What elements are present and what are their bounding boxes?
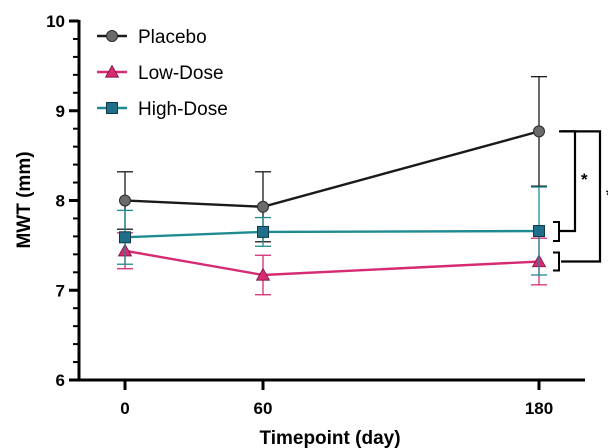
- series-placebo: [117, 75, 547, 243]
- legend: Placebo Low-Dose High-Dose: [97, 27, 228, 120]
- data-point: [533, 125, 545, 138]
- group-bracket-low-dose: [553, 251, 560, 272]
- group-bracket-high-dose: [553, 221, 560, 243]
- bracket-line: [559, 130, 577, 233]
- legend-entry: Low-Dose: [97, 63, 224, 84]
- legend-marker: [106, 30, 118, 42]
- series-line: [124, 229, 540, 239]
- data-point: [533, 225, 545, 238]
- legend-marker: [104, 64, 120, 78]
- y-tick-label: 10: [46, 12, 65, 31]
- significance-label: *: [581, 170, 588, 189]
- data-point: [255, 267, 271, 281]
- series-low-dose: [117, 232, 547, 296]
- data-point: [119, 231, 131, 244]
- significance-bracket: **: [561, 130, 608, 263]
- legend-label: Low-Dose: [138, 63, 224, 84]
- significance-label: **: [606, 185, 608, 204]
- legend-entry: High-Dose: [97, 99, 228, 120]
- y-tick-label: 8: [56, 192, 65, 211]
- data-point: [257, 225, 269, 238]
- data-point: [119, 194, 131, 207]
- significance-bracket: *: [559, 130, 588, 233]
- significance-annotations: ***: [553, 130, 608, 272]
- y-tick-label: 7: [56, 281, 65, 300]
- legend-label: Placebo: [138, 27, 207, 48]
- series-line: [124, 249, 540, 277]
- series-high-dose: [117, 186, 547, 276]
- y-tick-label: 9: [56, 102, 65, 121]
- axes: 6 7 8 9 10 0 60 180: [46, 12, 585, 418]
- y-tick-label: 6: [56, 371, 65, 390]
- data-point: [257, 200, 269, 213]
- y-axis-title: MWT (mm): [14, 151, 35, 248]
- x-tick-label: 180: [525, 399, 553, 418]
- series-line: [124, 130, 540, 208]
- x-axis-title: Timepoint (day): [259, 428, 400, 448]
- x-tick-label: 0: [120, 399, 129, 418]
- series-layer: [117, 75, 547, 296]
- bracket-line: [561, 130, 602, 263]
- legend-marker: [106, 102, 118, 114]
- x-tick-label: 60: [254, 399, 273, 418]
- legend-entry: Placebo: [97, 27, 207, 48]
- legend-label: High-Dose: [138, 99, 228, 120]
